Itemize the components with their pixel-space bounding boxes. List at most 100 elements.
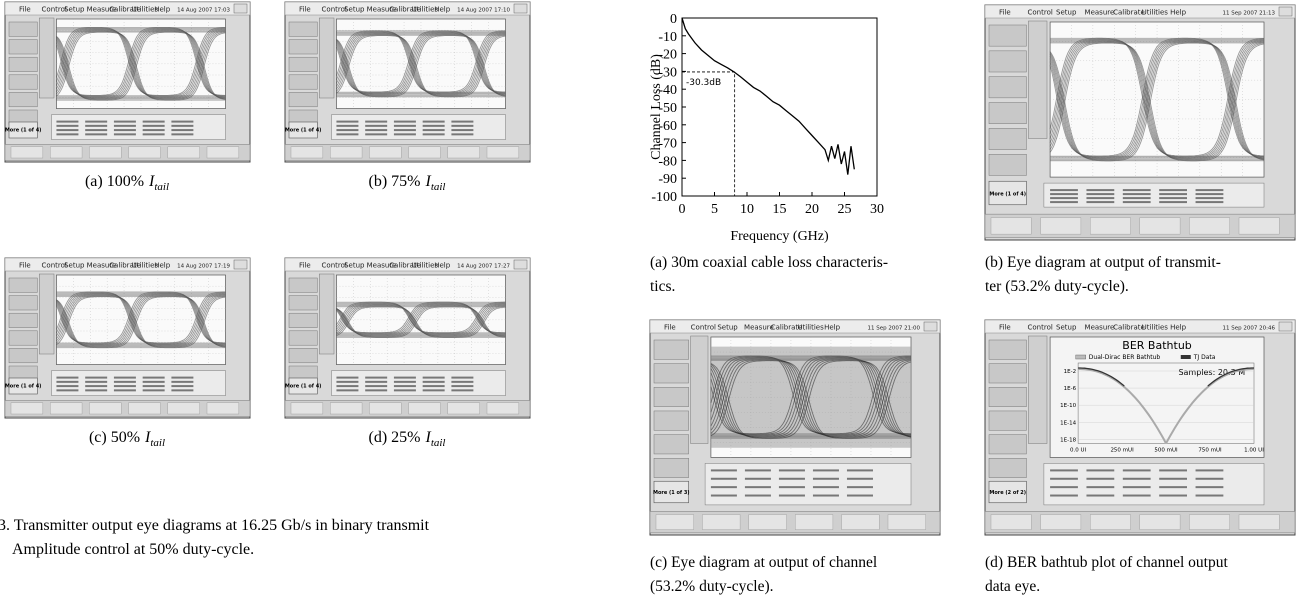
menu-item[interactable]: Calibrate: [1113, 9, 1145, 17]
side-button[interactable]: [653, 410, 689, 431]
more-button[interactable]: [653, 480, 689, 504]
menu-item[interactable]: Control: [691, 324, 716, 332]
menu-item[interactable]: Control: [42, 262, 67, 270]
more-button[interactable]: [988, 180, 1027, 206]
close-button[interactable]: [513, 259, 528, 270]
close-button[interactable]: [1278, 6, 1293, 17]
side-button[interactable]: [288, 74, 318, 90]
side-button[interactable]: [988, 363, 1027, 384]
menu-item[interactable]: File: [664, 324, 676, 332]
side-button[interactable]: [8, 21, 38, 37]
menu-item[interactable]: Measure: [744, 324, 774, 332]
menu-item[interactable]: Utilities: [412, 262, 439, 270]
side-button[interactable]: [8, 348, 38, 364]
menu-item[interactable]: Calibrate: [1113, 324, 1145, 332]
menu-item[interactable]: Setup: [1056, 9, 1077, 17]
menu-item[interactable]: Control: [322, 6, 347, 14]
menu-item[interactable]: File: [999, 9, 1011, 17]
side-button[interactable]: [288, 348, 318, 364]
menu-item[interactable]: Control: [42, 6, 67, 14]
side-button[interactable]: [8, 330, 38, 346]
menu-item[interactable]: Help: [154, 6, 171, 14]
side-button[interactable]: [988, 434, 1027, 455]
menu-item[interactable]: Control: [322, 262, 347, 270]
menu-item[interactable]: Calibrate: [109, 262, 141, 270]
side-button[interactable]: [288, 56, 318, 72]
side-button[interactable]: [288, 21, 318, 37]
menu-item[interactable]: Utilities: [1142, 324, 1169, 332]
side-button[interactable]: [653, 458, 689, 478]
more-button[interactable]: [288, 121, 318, 139]
menu-item[interactable]: Calibrate: [109, 6, 141, 14]
side-button[interactable]: [988, 458, 1027, 478]
side-button[interactable]: [653, 387, 689, 407]
side-button[interactable]: [988, 50, 1027, 73]
side-button[interactable]: [988, 128, 1027, 150]
side-button[interactable]: [988, 76, 1027, 99]
side-button[interactable]: [288, 295, 318, 311]
menu-item[interactable]: Setup: [64, 262, 85, 270]
menu-item[interactable]: Measure: [1085, 9, 1115, 17]
more-button[interactable]: [288, 377, 318, 395]
menu-item[interactable]: Control: [1028, 9, 1053, 17]
more-button[interactable]: [8, 377, 38, 395]
menu-item[interactable]: File: [19, 6, 31, 14]
menu-item[interactable]: Measure: [87, 6, 117, 14]
menu-item[interactable]: Help: [434, 6, 451, 14]
side-button[interactable]: [988, 24, 1027, 47]
menu-item[interactable]: Utilities: [132, 262, 159, 270]
side-button[interactable]: [8, 39, 38, 55]
menu-item[interactable]: Utilities: [1142, 9, 1169, 17]
close-button[interactable]: [513, 3, 528, 14]
more-button[interactable]: [8, 121, 38, 139]
side-button[interactable]: [653, 363, 689, 384]
menu-item[interactable]: Utilities: [797, 324, 824, 332]
menu-item[interactable]: Utilities: [412, 6, 439, 14]
side-button[interactable]: [288, 39, 318, 55]
menu-item[interactable]: Setup: [344, 262, 365, 270]
menu-item[interactable]: Help: [154, 262, 171, 270]
menu-item[interactable]: Setup: [1056, 324, 1077, 332]
menu-item[interactable]: Calibrate: [389, 262, 421, 270]
side-button[interactable]: [988, 387, 1027, 407]
menu-item[interactable]: File: [19, 262, 31, 270]
side-button[interactable]: [653, 339, 689, 360]
menu-item[interactable]: File: [299, 6, 311, 14]
menu-item[interactable]: Setup: [717, 324, 738, 332]
menu-item[interactable]: Utilities: [132, 6, 159, 14]
side-button[interactable]: [988, 102, 1027, 124]
menu-item[interactable]: File: [999, 324, 1011, 332]
menu-item[interactable]: Setup: [344, 6, 365, 14]
menu-item[interactable]: File: [299, 262, 311, 270]
side-button[interactable]: [8, 56, 38, 72]
close-button[interactable]: [923, 321, 938, 332]
menu-item[interactable]: Measure: [367, 6, 397, 14]
menu-item[interactable]: Setup: [64, 6, 85, 14]
menu-item[interactable]: Measure: [367, 262, 397, 270]
side-button[interactable]: [8, 92, 38, 108]
side-button[interactable]: [988, 339, 1027, 360]
menu-item[interactable]: Help: [434, 262, 451, 270]
menu-item[interactable]: Control: [1028, 324, 1053, 332]
side-button[interactable]: [288, 92, 318, 108]
side-button[interactable]: [8, 312, 38, 328]
side-button[interactable]: [988, 154, 1027, 176]
side-button[interactable]: [8, 277, 38, 293]
close-button[interactable]: [233, 259, 248, 270]
side-button[interactable]: [288, 312, 318, 328]
menu-item[interactable]: Calibrate: [389, 6, 421, 14]
menu-item[interactable]: Calibrate: [771, 324, 803, 332]
menu-item[interactable]: Measure: [1085, 324, 1115, 332]
menu-item[interactable]: Measure: [87, 262, 117, 270]
side-button[interactable]: [653, 434, 689, 455]
menu-item[interactable]: Help: [824, 324, 841, 332]
side-button[interactable]: [8, 295, 38, 311]
side-button[interactable]: [288, 330, 318, 346]
side-button[interactable]: [288, 277, 318, 293]
side-button[interactable]: [988, 410, 1027, 431]
side-button[interactable]: [8, 74, 38, 90]
close-button[interactable]: [1278, 321, 1293, 332]
menu-item[interactable]: Help: [1170, 9, 1187, 17]
close-button[interactable]: [233, 3, 248, 14]
menu-item[interactable]: Help: [1170, 324, 1187, 332]
